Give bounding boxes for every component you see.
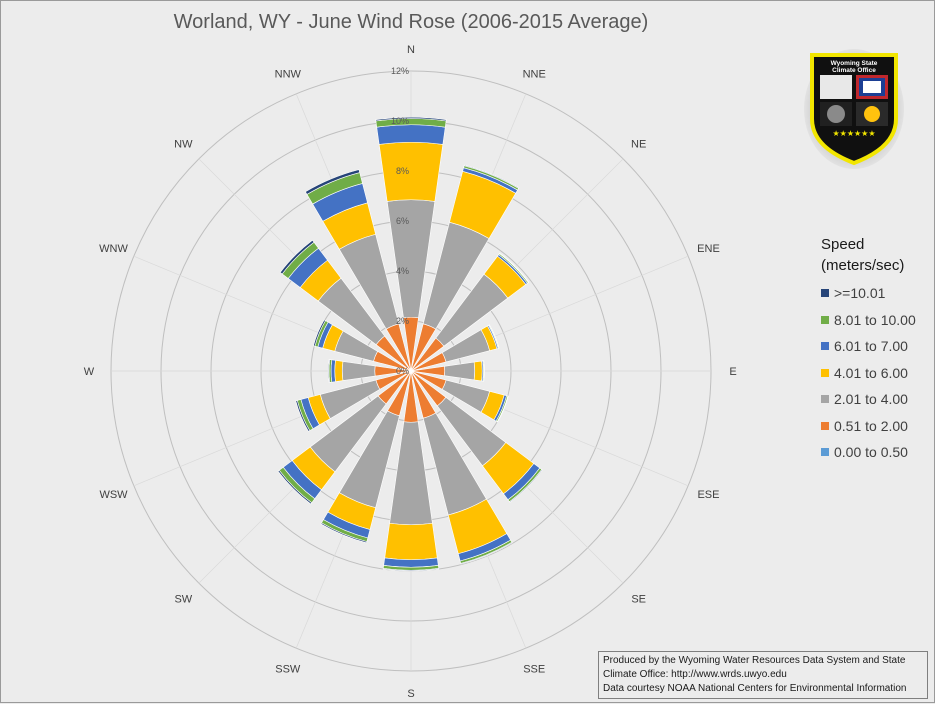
legend-swatch — [821, 316, 829, 324]
radial-tick-label: 10% — [391, 116, 409, 126]
bar-segment-w — [342, 361, 375, 380]
radial-tick-label: 0% — [396, 366, 409, 376]
legend-label: 0.51 to 2.00 — [834, 418, 908, 434]
legend-item: >=10.01 — [821, 280, 931, 307]
bar-segment-e — [474, 361, 482, 381]
legend-label: 4.01 to 6.00 — [834, 365, 908, 381]
legend-title-line: Speed — [821, 234, 931, 255]
direction-label-nw: NW — [174, 138, 193, 150]
radial-tick-label: 2% — [396, 316, 409, 326]
legend-label: >=10.01 — [834, 285, 885, 301]
legend-swatch — [821, 289, 829, 297]
direction-label-ne: NE — [631, 138, 646, 150]
credits-box: Produced by the Wyoming Water Resources … — [598, 651, 928, 699]
bar-segment-e — [444, 362, 474, 380]
legend-swatch — [821, 448, 829, 456]
legend-item: 6.01 to 7.00 — [821, 333, 931, 360]
direction-label-nne: NNE — [523, 69, 546, 81]
legend-swatch — [821, 342, 829, 350]
legend-title: Speed (meters/sec) — [821, 234, 931, 276]
legend-label: 2.01 to 4.00 — [834, 391, 908, 407]
direction-label-sw: SW — [174, 594, 192, 606]
direction-label-n: N — [407, 44, 415, 56]
radial-tick-label: 8% — [396, 166, 409, 176]
direction-label-ene: ENE — [697, 243, 720, 255]
legend-item: 4.01 to 6.00 — [821, 360, 931, 387]
logo-text: Climate Office — [832, 67, 876, 74]
bar-segment-n — [377, 125, 446, 145]
legend-label: 0.00 to 0.50 — [834, 444, 908, 460]
legend-swatch — [821, 395, 829, 403]
legend-item: 2.01 to 4.00 — [821, 386, 931, 413]
direction-label-se: SE — [631, 594, 646, 606]
direction-label-wnw: WNW — [99, 243, 128, 255]
credits-line: Climate Office: http://www.wrds.uwyo.edu — [603, 668, 923, 682]
logo-text: Wyoming State — [831, 60, 878, 67]
bar-segment-w — [335, 360, 343, 381]
legend-item: 8.01 to 10.00 — [821, 307, 931, 334]
legend: Speed (meters/sec) >=10.01 8.01 to 10.00 6… — [821, 234, 931, 466]
legend-item: 0.51 to 2.00 — [821, 413, 931, 440]
bar-segment-n — [379, 142, 443, 201]
radial-tick-label: 12% — [391, 66, 409, 76]
wind-rose-chart: 0% 2% 4% 6% 8% 10% 12% N NNE NE ENE E ESE SE SSE S SSW S… — [1, 1, 821, 704]
bar-segment-s — [390, 422, 433, 525]
logo-stars: ★★★★★★ — [832, 129, 875, 138]
direction-label-w: W — [84, 366, 95, 378]
direction-label-ssw: SSW — [275, 663, 301, 675]
wyoming-state-climate-office-logo: Wyoming State Climate Office ★★★★★★ — [804, 47, 904, 169]
legend-title-line: (meters/sec) — [821, 255, 931, 276]
legend-swatch — [821, 422, 829, 430]
bar-segment-n — [387, 200, 435, 318]
direction-label-nnw: NNW — [275, 69, 302, 81]
legend-label: 6.01 to 7.00 — [834, 338, 908, 354]
credits-line: Data courtesy NOAA National Centers for … — [603, 682, 923, 696]
legend-swatch — [821, 369, 829, 377]
direction-label-ese: ESE — [697, 489, 719, 501]
direction-label-wsw: WSW — [99, 489, 128, 501]
radial-tick-label: 6% — [396, 216, 409, 226]
direction-label-s: S — [407, 688, 414, 700]
direction-label-e: E — [729, 366, 736, 378]
credits-line: Produced by the Wyoming Water Resources … — [603, 654, 923, 668]
legend-item: 0.00 to 0.50 — [821, 439, 931, 466]
direction-label-sse: SSE — [523, 663, 545, 675]
legend-label: 8.01 to 10.00 — [834, 312, 916, 328]
radial-tick-label: 4% — [396, 266, 409, 276]
bar-segment-s — [385, 523, 438, 559]
wind-rose-bars — [278, 117, 542, 571]
